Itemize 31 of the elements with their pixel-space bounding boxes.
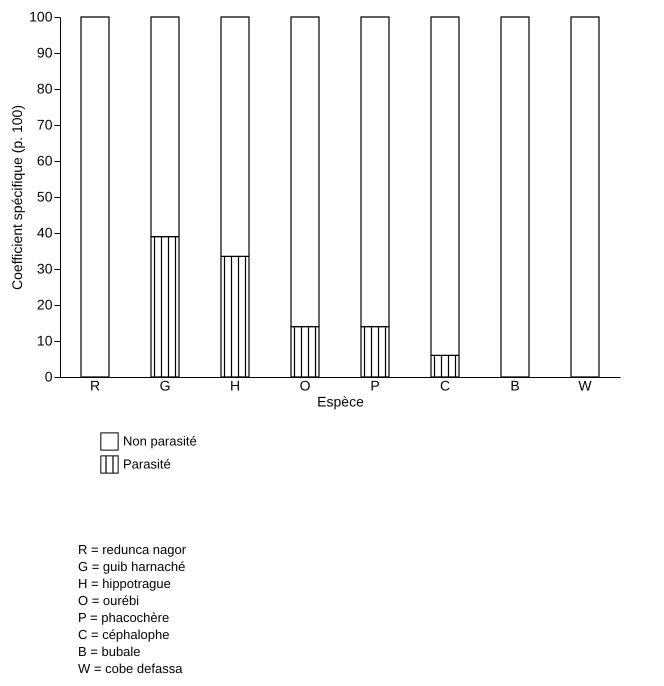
y-tick-label: 20	[36, 296, 53, 312]
x-tick-label: O	[300, 378, 311, 394]
x-tick-label: H	[230, 378, 240, 394]
x-tick-label: B	[510, 378, 520, 394]
y-tick-label: 0	[44, 368, 53, 384]
x-tick-label: P	[370, 378, 380, 394]
y-tick-label: 70	[36, 116, 53, 132]
text: O = ourébi	[78, 592, 140, 609]
y-tick-label: 90	[36, 44, 53, 60]
y-tick-label: 60	[36, 152, 53, 168]
x-tick-label: W	[578, 378, 592, 394]
y-tick-label: 40	[36, 224, 53, 240]
x-tick-label: R	[90, 378, 100, 394]
text: B = bubale	[78, 643, 142, 660]
y-tick-label: 50	[36, 188, 53, 204]
x-tick-label: C	[440, 378, 450, 394]
x-axis-title: Espèce	[317, 394, 364, 410]
y-tick-label: 30	[36, 260, 53, 276]
text: G = guib harnaché	[78, 558, 186, 575]
text: H = hippotrague	[78, 575, 172, 592]
y-tick-label: 80	[36, 80, 53, 96]
y-axis-title: Coefficient spécifique (p. 100)	[9, 105, 26, 290]
text: R = redunca nagor	[78, 541, 188, 558]
x-tick-label: G	[160, 378, 170, 394]
y-tick-label: 10	[36, 332, 53, 348]
y-tick-label: 100	[29, 8, 53, 24]
text: P = phacochère	[78, 609, 170, 626]
legend-label: Parasité	[123, 456, 171, 472]
legend-label: Non parasité	[123, 434, 197, 448]
text: W = cobe defassa	[78, 660, 184, 677]
text: C = céphalophe	[78, 626, 170, 643]
